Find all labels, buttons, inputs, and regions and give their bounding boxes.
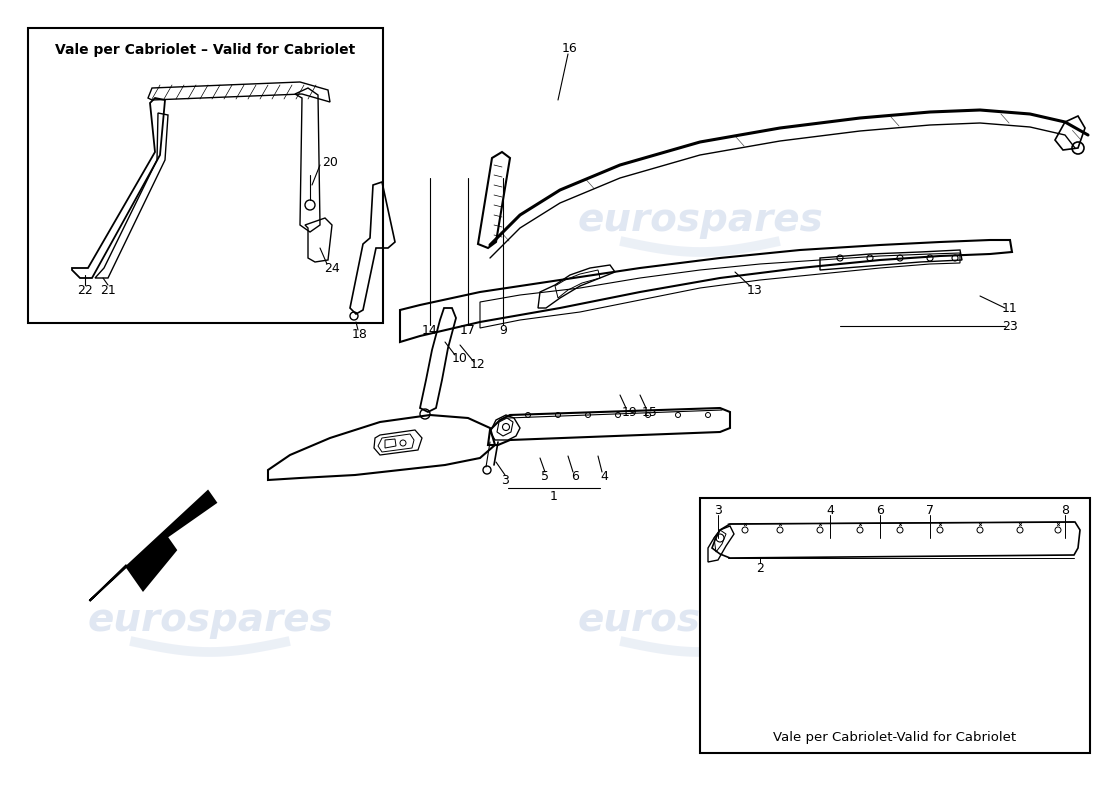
Text: 14: 14 [422,323,438,337]
Polygon shape [89,491,216,601]
Text: 2: 2 [756,562,763,574]
Text: 24: 24 [324,262,340,274]
FancyBboxPatch shape [28,28,383,323]
Text: 8: 8 [1062,503,1069,517]
Text: 10: 10 [452,351,468,365]
Text: eurospares: eurospares [87,201,333,239]
FancyBboxPatch shape [700,498,1090,753]
Text: 13: 13 [747,283,763,297]
Text: 4: 4 [601,470,608,482]
Text: Vale per Cabriolet – Valid for Cabriolet: Vale per Cabriolet – Valid for Cabriolet [55,43,355,57]
Text: Vale per Cabriolet-Valid for Cabriolet: Vale per Cabriolet-Valid for Cabriolet [773,730,1016,743]
Text: 16: 16 [562,42,578,54]
Text: eurospares: eurospares [578,201,823,239]
Text: 1: 1 [550,490,558,502]
Text: 20: 20 [322,155,338,169]
Text: 12: 12 [470,358,486,371]
Text: 6: 6 [876,503,884,517]
Text: 6: 6 [571,470,579,482]
Text: 19: 19 [623,406,638,418]
Text: 9: 9 [499,323,507,337]
Text: 7: 7 [926,503,934,517]
Text: 23: 23 [1002,319,1018,333]
Text: 3: 3 [502,474,509,486]
Text: 21: 21 [100,283,116,297]
Text: 5: 5 [541,470,549,482]
Text: 11: 11 [1002,302,1018,314]
Text: eurospares: eurospares [578,601,823,639]
Text: 22: 22 [77,283,92,297]
Text: 3: 3 [714,503,722,517]
Text: 15: 15 [642,406,658,418]
Text: 17: 17 [460,323,476,337]
Text: eurospares: eurospares [87,601,333,639]
Text: 18: 18 [352,329,367,342]
Text: 4: 4 [826,503,834,517]
